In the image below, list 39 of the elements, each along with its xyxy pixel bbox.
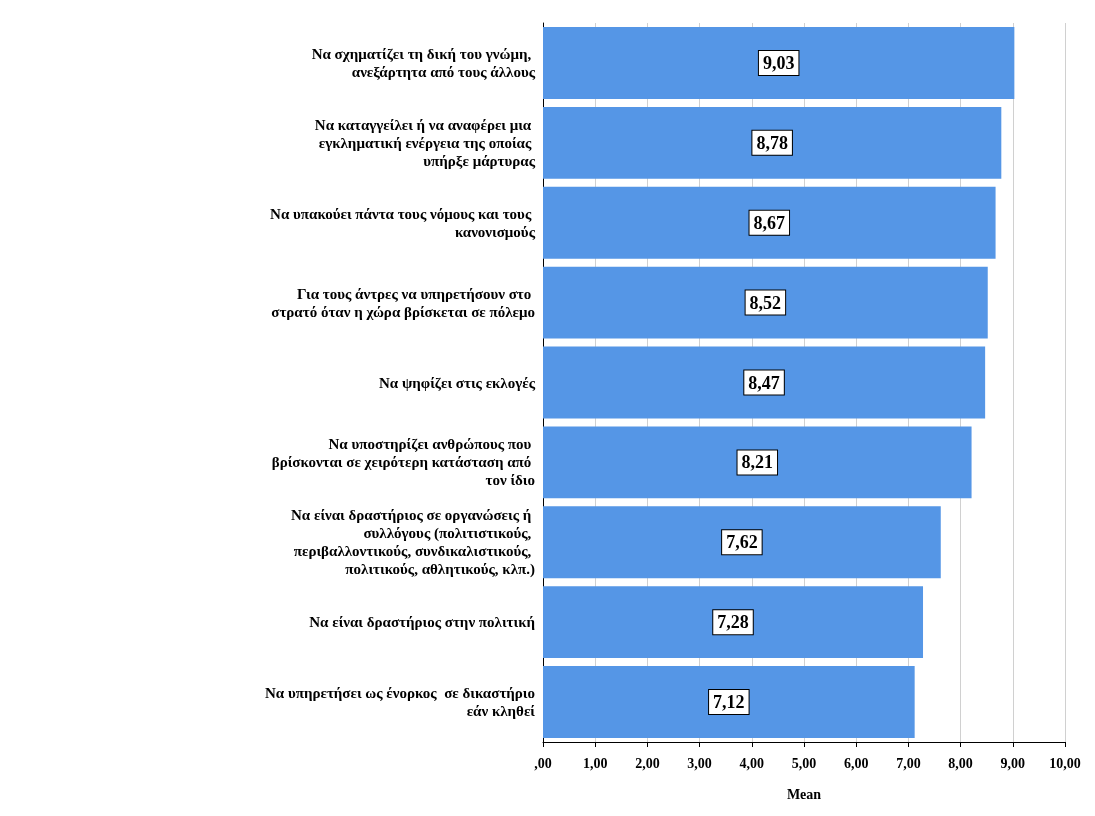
bar: [543, 346, 986, 419]
x-axis-title: Mean: [786, 786, 822, 802]
x-tick-label: 4,00: [739, 755, 765, 771]
y-tick-label: Να υπακούει πάντα τους νόμους και τους κανονισμούς: [270, 205, 536, 240]
data-label: 9,03: [762, 52, 795, 73]
y-tick-label: Να σχηματίζει τη δική του γνώμη, ανεξάρτητα από τους άλλους: [311, 45, 536, 80]
bar: [543, 26, 1015, 99]
data-label: 7,28: [717, 612, 749, 633]
x-tick-label: 5,00: [791, 755, 817, 771]
x-tick-label: 8,00: [948, 755, 973, 771]
data-label: 8,78: [756, 132, 788, 153]
data-label: 8,52: [749, 292, 782, 313]
bar: [543, 666, 915, 739]
bar: [543, 186, 996, 259]
x-tick-label: 10,00: [1049, 755, 1081, 771]
y-tick-label: Για τους άντρες να υπηρετήσουν στο στρατό όταν η χώρα βρίσκεται σε πόλεμο: [271, 285, 535, 320]
x-tick-label: 7,00: [896, 755, 921, 771]
x-tick-label: 9,00: [1000, 755, 1026, 771]
y-tick-label: Να υπηρετήσει ως ένορκος σε δικαστήριο εάν κληθεί: [264, 685, 536, 720]
bar: [543, 506, 941, 579]
bar: [543, 426, 972, 499]
x-tick-label: 3,00: [687, 755, 712, 771]
bar: [543, 266, 988, 339]
data-label: 8,21: [741, 452, 774, 473]
y-tick-label: Να υποστηρίζει ανθρώπους που βρίσκονται σε χειρότερη κατάσταση από τον ίδιο: [271, 436, 535, 489]
data-label: 7,62: [726, 532, 758, 553]
x-tick-label: 6,00: [843, 755, 869, 771]
x-tick-label: ,00: [534, 755, 552, 771]
data-label: 8,47: [748, 372, 780, 393]
data-label: 7,12: [713, 692, 745, 713]
y-tick-label: Να είναι δραστήριος στην πολιτική: [309, 614, 535, 631]
y-tick-label: Να καταγγείλει ή να αναφέρει μια εγκληματική ενέργεια της οποίας υπήρξε μάρτυρας: [314, 116, 536, 169]
x-tick-label: 1,00: [582, 755, 608, 771]
y-tick-label: Να ψηφίζει στις εκλογές: [379, 374, 536, 391]
bar: [543, 106, 1002, 179]
bar: [543, 586, 924, 659]
y-tick-label: Να είναι δραστήριος σε οργανώσεις ή συλλόγους (πολιτιστικούς, περιβαλλοντικούς, συνδικαλιστικούς, πολιτικούς, αθλητικούς, κλπ.): [291, 507, 535, 579]
data-label: 8,67: [753, 212, 786, 233]
x-tick-label: 2,00: [635, 755, 660, 771]
